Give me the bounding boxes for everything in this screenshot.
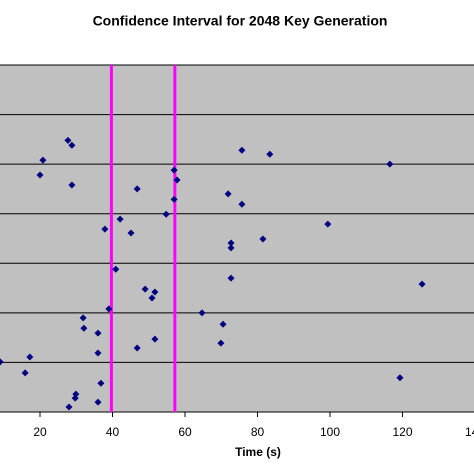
- point: [105, 305, 113, 313]
- point: [219, 320, 227, 328]
- point: [170, 195, 178, 203]
- plot-area: [0, 64, 474, 413]
- point: [198, 309, 206, 317]
- point: [26, 353, 34, 361]
- point: [94, 329, 102, 337]
- chart-title: Confidence Interval for 2048 Key Generat…: [93, 13, 388, 29]
- x-tick-label: 100: [320, 425, 340, 439]
- point: [227, 239, 235, 247]
- point: [94, 398, 102, 406]
- x-axis-label: Time (s): [235, 445, 281, 459]
- point: [80, 324, 88, 332]
- point: [36, 171, 44, 179]
- x-tick-label: 80: [251, 425, 265, 439]
- point: [133, 185, 141, 193]
- point: [68, 141, 76, 149]
- point: [148, 294, 156, 302]
- point: [259, 235, 267, 243]
- point: [71, 394, 79, 402]
- point: [386, 160, 394, 168]
- point: [162, 210, 170, 218]
- x-tick-label: 60: [178, 425, 192, 439]
- point: [266, 150, 274, 158]
- point: [217, 339, 225, 347]
- point: [116, 215, 124, 223]
- point: [112, 265, 120, 273]
- point: [65, 403, 73, 411]
- point: [238, 200, 246, 208]
- x-tick-label: 140: [465, 425, 474, 439]
- point: [170, 166, 178, 174]
- point: [127, 229, 135, 237]
- point: [418, 280, 426, 288]
- point: [151, 335, 159, 343]
- point: [396, 374, 404, 382]
- point: [227, 244, 235, 252]
- point: [173, 176, 181, 184]
- point: [68, 181, 76, 189]
- point: [224, 190, 232, 198]
- point: [39, 156, 47, 164]
- point: [238, 146, 246, 154]
- point: [97, 379, 105, 387]
- point: [21, 369, 29, 377]
- point: [94, 349, 102, 357]
- point: [79, 314, 87, 322]
- point: [64, 136, 72, 144]
- point: [151, 288, 159, 296]
- point: [0, 358, 4, 366]
- x-tick-label: 40: [106, 425, 120, 439]
- point: [133, 344, 141, 352]
- point: [227, 274, 235, 282]
- point: [101, 225, 109, 233]
- point: [324, 220, 332, 228]
- x-tick-label: 20: [33, 425, 47, 439]
- x-tick-label: 120: [392, 425, 412, 439]
- point: [141, 285, 149, 293]
